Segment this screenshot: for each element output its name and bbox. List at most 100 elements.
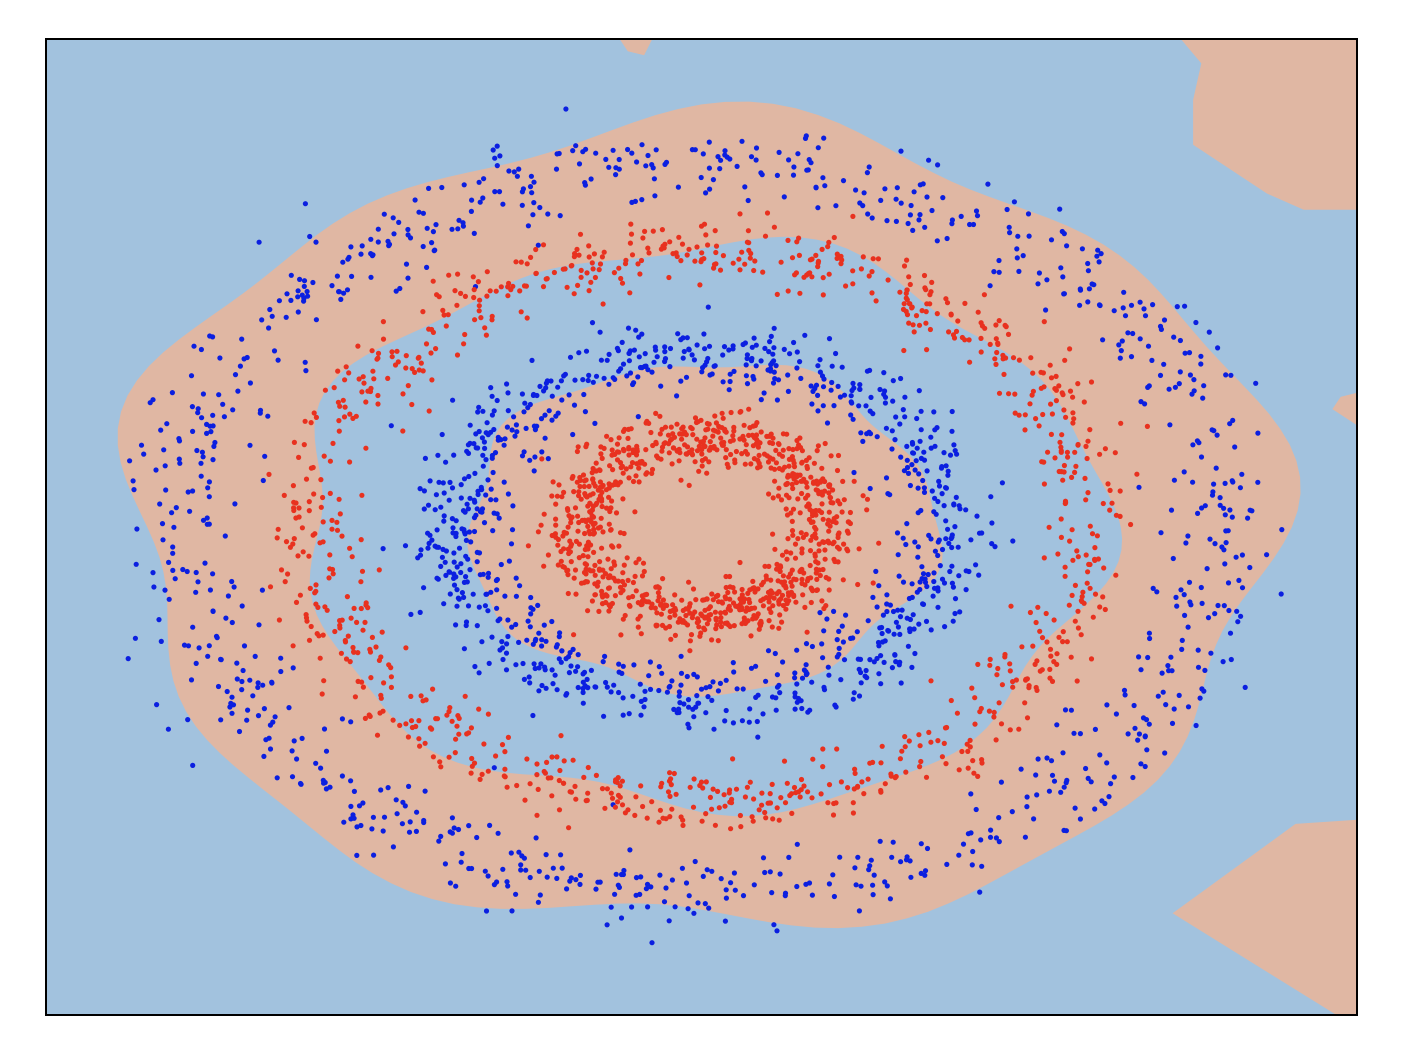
data-point	[646, 420, 652, 426]
data-point	[704, 359, 710, 365]
data-point	[950, 332, 957, 338]
data-point	[762, 233, 769, 239]
data-point	[838, 677, 844, 683]
data-point	[798, 787, 804, 793]
data-point	[867, 760, 873, 766]
data-point	[737, 559, 743, 566]
data-point	[621, 448, 627, 454]
data-point	[441, 513, 447, 519]
data-point	[795, 536, 801, 542]
data-point	[488, 486, 494, 492]
data-point	[671, 770, 677, 777]
data-point	[1069, 527, 1075, 533]
data-point	[1204, 566, 1210, 572]
data-point	[436, 294, 442, 300]
data-point	[477, 776, 483, 783]
data-point	[795, 496, 801, 502]
data-point	[675, 331, 681, 337]
data-point	[1026, 233, 1032, 239]
data-point	[710, 786, 716, 792]
data-point	[331, 385, 337, 391]
data-point	[747, 706, 753, 712]
data-point	[653, 622, 659, 628]
data-point	[206, 494, 212, 500]
data-point	[615, 799, 621, 805]
data-point	[406, 783, 412, 790]
data-point	[646, 250, 652, 256]
data-point	[856, 666, 862, 672]
data-point	[565, 507, 571, 513]
data-point	[868, 857, 874, 863]
data-point	[696, 700, 702, 706]
data-point	[583, 348, 590, 354]
data-point	[658, 246, 665, 252]
data-point	[593, 468, 599, 474]
data-point	[949, 408, 955, 415]
data-point	[731, 368, 737, 374]
data-point	[446, 497, 452, 503]
data-point	[808, 383, 814, 389]
data-point	[1075, 554, 1081, 560]
data-point	[335, 399, 341, 405]
data-point	[952, 448, 958, 454]
data-point	[536, 630, 542, 636]
data-point	[464, 501, 470, 507]
data-point	[464, 448, 470, 454]
data-point	[884, 608, 890, 615]
data-point	[343, 364, 349, 370]
data-point	[794, 647, 800, 653]
data-point	[1264, 552, 1270, 558]
data-point	[222, 533, 228, 539]
data-point	[626, 475, 632, 481]
data-point	[479, 639, 485, 645]
data-point	[825, 521, 831, 527]
data-point	[779, 453, 786, 459]
data-point	[744, 784, 751, 790]
data-point	[1193, 319, 1199, 326]
data-point	[1056, 383, 1062, 389]
data-point	[380, 828, 386, 834]
data-point	[1229, 478, 1235, 484]
data-point	[1064, 449, 1070, 455]
series-ring-1	[266, 210, 1150, 832]
region-class-1-patch	[619, 39, 653, 56]
data-point	[543, 276, 549, 282]
data-point	[989, 520, 995, 526]
series-ring-2	[380, 304, 1016, 740]
data-point	[999, 682, 1006, 688]
data-point	[363, 445, 369, 451]
data-point	[867, 367, 873, 373]
data-point	[1028, 355, 1034, 361]
data-point	[193, 569, 199, 576]
data-point	[321, 678, 327, 684]
data-point	[748, 606, 754, 612]
data-point	[795, 151, 801, 157]
data-point	[667, 239, 673, 245]
data-point	[865, 211, 871, 217]
data-point	[1128, 302, 1135, 308]
data-point	[626, 602, 633, 608]
data-point	[723, 707, 729, 714]
data-point	[1058, 265, 1064, 271]
data-point	[1247, 564, 1253, 571]
data-point	[700, 365, 706, 371]
data-point	[236, 728, 243, 735]
data-point	[778, 579, 785, 585]
data-point	[686, 246, 692, 252]
data-point	[878, 787, 884, 794]
data-point	[649, 470, 655, 476]
data-point	[909, 594, 915, 601]
data-point	[739, 451, 745, 457]
data-point	[747, 600, 753, 606]
data-point	[629, 904, 635, 910]
data-point	[743, 373, 750, 379]
data-point	[638, 783, 644, 789]
data-point	[793, 270, 800, 276]
data-point	[996, 839, 1002, 845]
data-point	[669, 436, 675, 442]
data-point	[483, 492, 489, 498]
data-point	[1178, 587, 1184, 593]
data-point	[531, 468, 537, 474]
data-point	[777, 563, 784, 569]
data-point	[1183, 540, 1189, 546]
